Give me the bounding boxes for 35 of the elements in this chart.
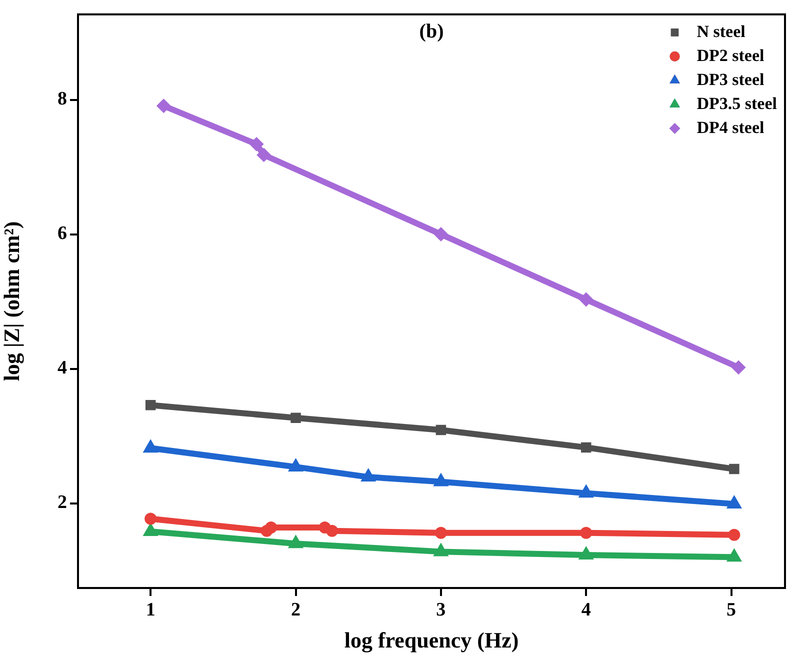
y-tick-label: 4 (58, 358, 68, 379)
point (732, 361, 745, 374)
legend-label: DP2 steel (696, 46, 765, 65)
legend-label: DP4 steel (696, 118, 765, 137)
legend-label: DP3 steel (696, 70, 765, 89)
y-tick-label: 2 (58, 492, 67, 514)
point (158, 100, 170, 112)
x-axis-title: log frequency (Hz) (344, 627, 519, 652)
point (144, 512, 157, 525)
chart-title: (b) (419, 20, 444, 43)
point (258, 148, 270, 161)
point (250, 138, 263, 150)
y-axis-title: log |Z| (ohm cm²) (0, 221, 24, 382)
y-tick-label: 8 (58, 88, 67, 110)
point (326, 524, 338, 537)
point (434, 228, 447, 240)
point (290, 412, 301, 423)
point (265, 521, 278, 534)
legend-label: DP3.5 steel (696, 94, 778, 113)
point (729, 464, 740, 474)
x-tick-label: 1 (146, 599, 156, 620)
y-tick-label: 6 (58, 223, 67, 244)
point (728, 528, 740, 541)
point (318, 521, 331, 534)
x-tick-label: 4 (581, 599, 592, 620)
legend-label: N steel (696, 22, 746, 41)
point (580, 526, 592, 539)
point (434, 526, 447, 539)
point (580, 442, 592, 453)
point (436, 424, 446, 436)
x-tick-label: 5 (726, 599, 736, 620)
point (145, 400, 156, 410)
x-tick-label: 2 (291, 599, 301, 620)
point (580, 294, 592, 306)
x-tick-label: 3 (436, 599, 446, 620)
